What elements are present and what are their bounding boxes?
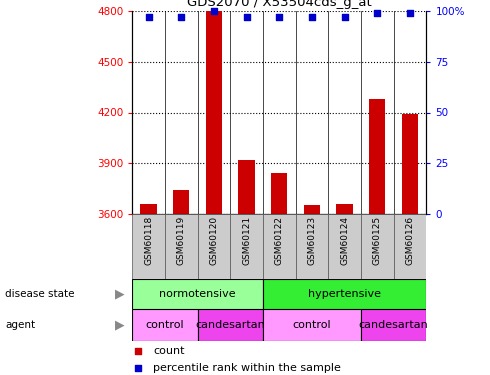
- Text: ▶: ▶: [115, 288, 125, 301]
- Bar: [328, 214, 361, 279]
- Text: GSM60124: GSM60124: [340, 216, 349, 265]
- Point: [145, 14, 152, 20]
- Bar: [337, 204, 353, 214]
- Bar: [197, 214, 230, 279]
- Text: count: count: [153, 346, 184, 356]
- Point: [373, 10, 381, 16]
- Bar: [141, 204, 157, 214]
- Bar: [132, 279, 263, 309]
- Text: control: control: [293, 320, 331, 330]
- Text: GSM60118: GSM60118: [144, 216, 153, 265]
- Text: percentile rank within the sample: percentile rank within the sample: [153, 363, 341, 373]
- Bar: [295, 214, 328, 279]
- Bar: [402, 114, 418, 214]
- Bar: [393, 214, 426, 279]
- Bar: [263, 309, 361, 341]
- Text: control: control: [146, 320, 184, 330]
- Text: hypertensive: hypertensive: [308, 290, 381, 299]
- Bar: [304, 206, 320, 214]
- Text: candesartan: candesartan: [196, 320, 265, 330]
- Text: GSM60121: GSM60121: [242, 216, 251, 265]
- Text: agent: agent: [5, 320, 35, 330]
- Text: GSM60126: GSM60126: [405, 216, 415, 265]
- Point: [177, 14, 185, 20]
- Bar: [173, 190, 190, 214]
- Point: [134, 364, 142, 370]
- Title: GDS2070 / X53504cds_g_at: GDS2070 / X53504cds_g_at: [187, 0, 372, 9]
- Bar: [263, 214, 295, 279]
- Bar: [263, 279, 426, 309]
- Point: [243, 14, 250, 20]
- Point: [134, 348, 142, 354]
- Text: GSM60123: GSM60123: [307, 216, 317, 265]
- Point: [341, 14, 348, 20]
- Bar: [361, 214, 393, 279]
- Bar: [230, 214, 263, 279]
- Point: [406, 10, 414, 16]
- Bar: [206, 11, 222, 214]
- Bar: [132, 309, 197, 341]
- Text: GSM60119: GSM60119: [177, 216, 186, 265]
- Text: GSM60120: GSM60120: [209, 216, 219, 265]
- Bar: [165, 214, 197, 279]
- Bar: [197, 309, 263, 341]
- Text: GSM60125: GSM60125: [373, 216, 382, 265]
- Point: [275, 14, 283, 20]
- Text: GSM60122: GSM60122: [275, 216, 284, 265]
- Point: [210, 8, 218, 14]
- Text: normotensive: normotensive: [159, 290, 236, 299]
- Bar: [239, 160, 255, 214]
- Bar: [369, 99, 386, 214]
- Text: ▶: ▶: [115, 319, 125, 332]
- Text: candesartan: candesartan: [359, 320, 429, 330]
- Bar: [361, 309, 426, 341]
- Point: [308, 14, 316, 20]
- Text: disease state: disease state: [5, 290, 74, 299]
- Bar: [271, 173, 288, 214]
- Bar: [132, 214, 165, 279]
